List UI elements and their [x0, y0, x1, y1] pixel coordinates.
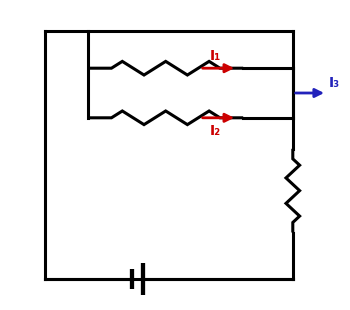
Text: I₃: I₃	[328, 76, 339, 90]
Text: I₁: I₁	[210, 50, 221, 64]
Text: I₂: I₂	[210, 124, 221, 138]
